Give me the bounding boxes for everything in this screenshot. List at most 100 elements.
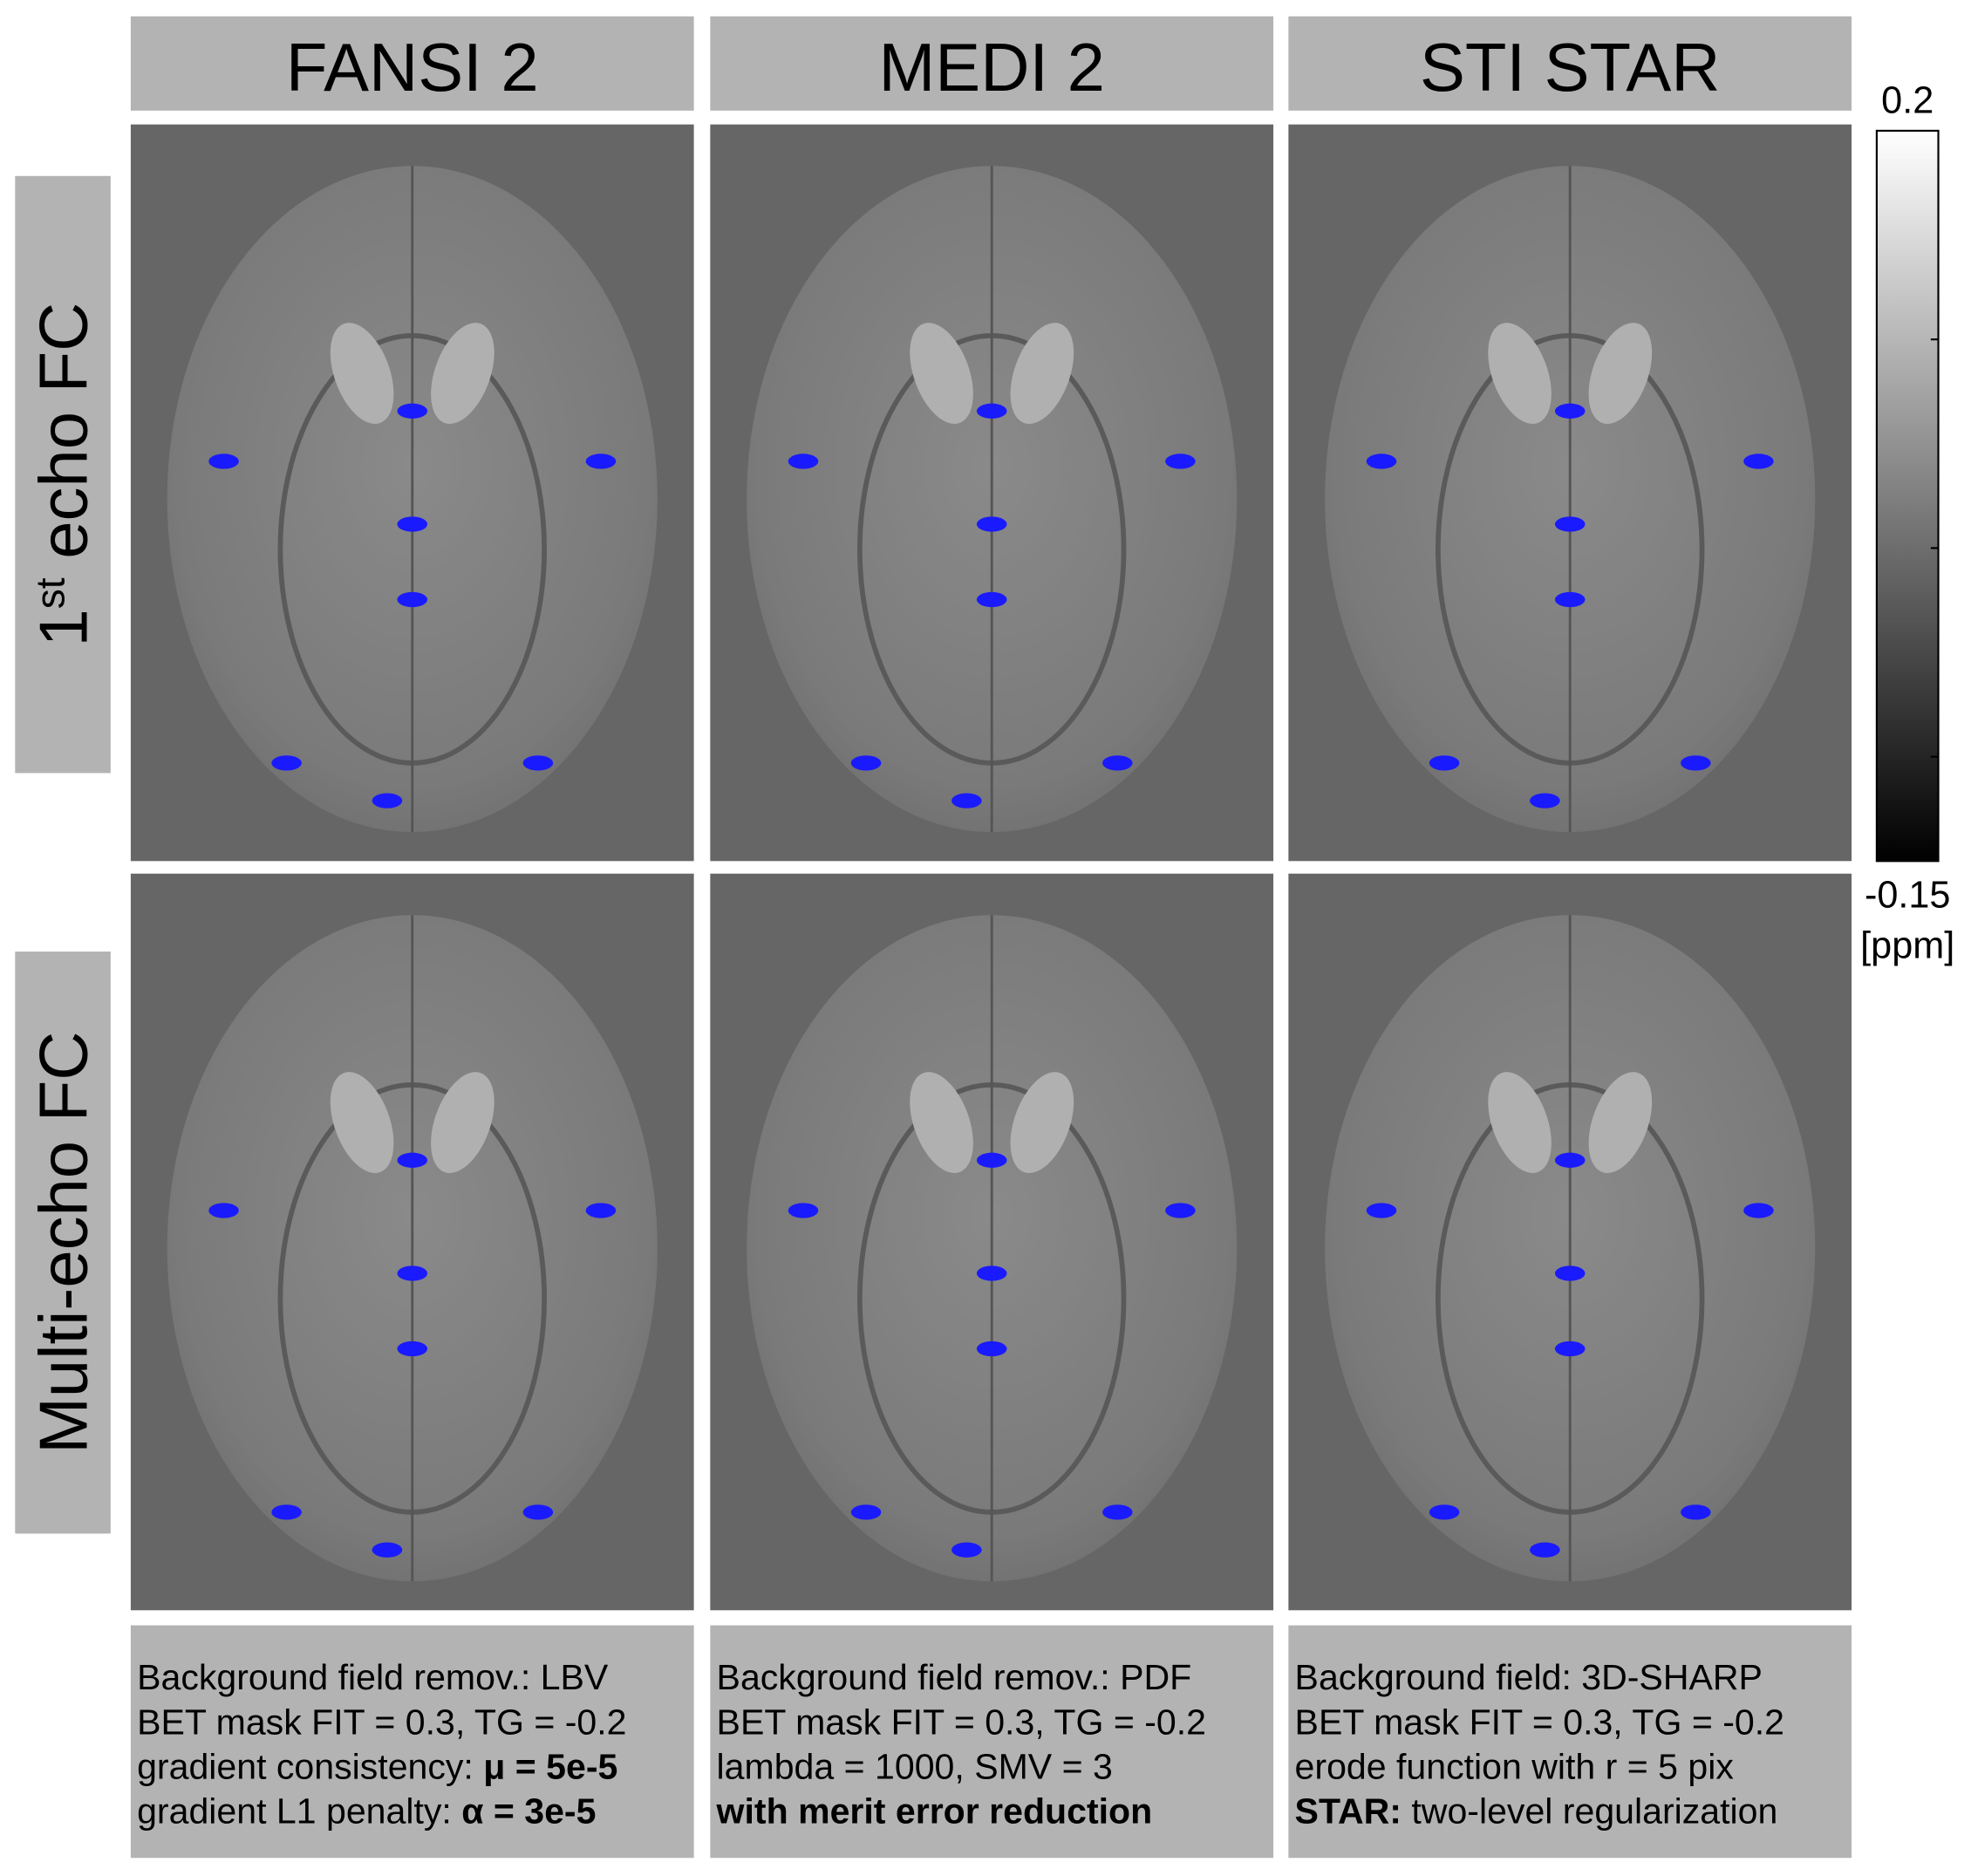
- vessel: [788, 1203, 819, 1218]
- basal-ganglia: [330, 1072, 394, 1173]
- note-part: erode function with r = 5 pix: [1295, 1746, 1735, 1786]
- colorbar-min-label: -0.15: [1865, 875, 1951, 917]
- vessel: [397, 403, 428, 419]
- note-line: with merit error reduction: [716, 1791, 1153, 1832]
- vessel: [1530, 793, 1560, 808]
- vessel: [522, 755, 554, 771]
- basal-ganglia: [1588, 1072, 1653, 1173]
- row-label-part: Multi-echo FC: [26, 1032, 101, 1454]
- colorbar-max-label: 0.2: [1881, 80, 1933, 122]
- column-header-bg: [130, 16, 694, 111]
- row-label-part: echo FC: [26, 303, 101, 578]
- row-label-bg: [15, 175, 111, 774]
- note-part: gradient consistency:: [137, 1746, 483, 1786]
- vessel: [951, 793, 982, 808]
- vessel: [1366, 454, 1397, 469]
- notes-bg: [130, 1625, 694, 1859]
- note-line: BET mask FIT = 0.3, TG = -0.2: [1295, 1702, 1784, 1742]
- row-label-part: st: [27, 577, 72, 609]
- row-label: Multi-echo FC: [26, 1032, 101, 1454]
- note-part: μ = 5e-5: [483, 1746, 617, 1786]
- notes-bg: [710, 1625, 1274, 1859]
- basal-ganglia: [910, 323, 973, 424]
- basal-ganglia: [1488, 1072, 1552, 1173]
- basal-ganglia: [1488, 323, 1552, 424]
- vessel: [372, 793, 403, 808]
- vessel: [1102, 1504, 1133, 1520]
- vessel: [271, 1504, 302, 1520]
- vessel: [271, 755, 302, 771]
- note-line: lambda = 1000, SMV = 3: [717, 1746, 1113, 1786]
- vessel: [850, 1504, 882, 1520]
- basal-ganglia: [431, 1072, 494, 1173]
- basal-ganglia: [1010, 323, 1074, 424]
- vessel: [976, 403, 1007, 419]
- note-line: Background field remov.: LBV: [137, 1657, 609, 1697]
- note-part: BET mask FIT = 0.3, TG = -0.2: [1295, 1702, 1784, 1742]
- vessel: [1102, 755, 1133, 771]
- note-part: Background field: 3D-SHARP: [1295, 1657, 1763, 1697]
- vessel: [850, 755, 882, 771]
- vessel: [522, 1504, 554, 1520]
- vessel: [585, 454, 617, 469]
- column-header-bg: [710, 16, 1274, 111]
- vessel: [1554, 1152, 1586, 1168]
- note-line: erode function with r = 5 pix: [1295, 1746, 1735, 1786]
- note-part: with merit error reduction: [716, 1791, 1153, 1832]
- note-part: lambda = 1000, SMV = 3: [717, 1746, 1113, 1786]
- note-line: Background field: 3D-SHARP: [1295, 1657, 1763, 1697]
- vessel: [585, 1203, 617, 1218]
- note-line: BET mask FIT = 0.3, TG = -0.2: [137, 1702, 626, 1742]
- vessel: [951, 1542, 982, 1558]
- column-header: STI STAR: [1420, 31, 1721, 106]
- basal-ganglia: [431, 323, 494, 424]
- vessel: [208, 1203, 239, 1218]
- column-header: FANSI 2: [286, 31, 539, 106]
- vessel: [397, 1265, 428, 1281]
- note-part: two-level regularization: [1402, 1791, 1777, 1832]
- note-line: BET mask FIT = 0.3, TG = -0.2: [717, 1702, 1206, 1742]
- note-line: Background field remov.: PDF: [717, 1657, 1192, 1697]
- vessel: [397, 516, 428, 532]
- vessel: [1681, 1504, 1711, 1520]
- note-part: STAR:: [1295, 1791, 1402, 1832]
- vessel: [1681, 755, 1711, 771]
- vessel: [1165, 1203, 1196, 1218]
- vessel: [976, 1265, 1007, 1281]
- vessel: [1554, 1265, 1586, 1281]
- basal-ganglia: [910, 1072, 973, 1173]
- vessel: [1554, 516, 1586, 532]
- vessel: [1530, 1542, 1560, 1558]
- note-part: gradient L1 penalty:: [137, 1791, 461, 1832]
- note-part: Background field remov.: PDF: [717, 1657, 1192, 1697]
- basal-ganglia: [1588, 323, 1653, 424]
- note-part: BET mask FIT = 0.3, TG = -0.2: [137, 1702, 626, 1742]
- note-line: gradient consistency: μ = 5e-5: [137, 1746, 617, 1786]
- vessel: [208, 454, 239, 469]
- row-label-part: 1: [26, 609, 101, 646]
- vessel: [1429, 1504, 1460, 1520]
- note-part: α = 3e-5: [461, 1791, 596, 1832]
- vessel: [1743, 454, 1774, 469]
- note-part: Background field remov.: LBV: [137, 1657, 609, 1697]
- vessel: [1554, 1340, 1586, 1357]
- note-line: STAR: two-level regularization: [1295, 1791, 1778, 1832]
- vessel: [397, 1340, 428, 1357]
- vessel: [1366, 1203, 1397, 1218]
- note-line: gradient L1 penalty: α = 3e-5: [137, 1791, 596, 1832]
- vessel: [372, 1542, 403, 1558]
- vessel: [976, 591, 1007, 608]
- basal-ganglia: [330, 323, 394, 424]
- row-label-bg: [15, 952, 111, 1534]
- vessel: [788, 454, 819, 469]
- vessel: [1554, 403, 1586, 419]
- column-header-bg: [1288, 16, 1852, 111]
- row-label: 1st echo FC: [26, 303, 101, 647]
- vessel: [1429, 755, 1460, 771]
- vessel: [1743, 1203, 1774, 1218]
- basal-ganglia: [1010, 1072, 1074, 1173]
- vessel: [976, 1340, 1007, 1357]
- vessel: [1165, 454, 1196, 469]
- vessel: [397, 591, 428, 608]
